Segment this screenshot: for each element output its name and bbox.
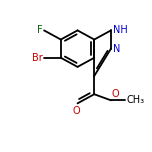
Text: O: O — [73, 106, 81, 116]
Text: NH: NH — [113, 25, 128, 35]
Text: CH₃: CH₃ — [127, 95, 145, 105]
Text: N: N — [113, 44, 120, 54]
Text: O: O — [112, 89, 119, 99]
Text: Br: Br — [32, 53, 43, 63]
Text: F: F — [37, 25, 43, 35]
